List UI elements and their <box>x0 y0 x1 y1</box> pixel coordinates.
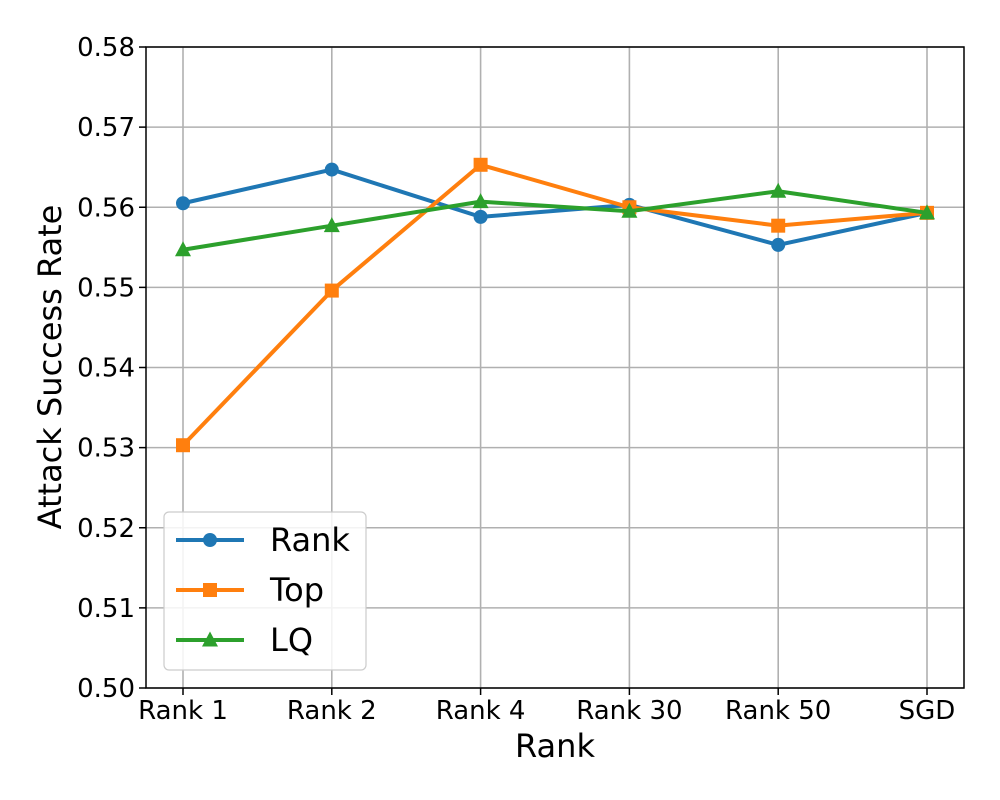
y-axis-label: Attack Success Rate <box>31 205 69 530</box>
y-tick-label: 0.54 <box>77 354 135 384</box>
legend-marker <box>202 631 218 647</box>
y-tick-label: 0.50 <box>77 674 135 704</box>
series-line <box>182 167 928 247</box>
x-tick-label: Rank 30 <box>576 696 682 726</box>
series-top <box>176 157 934 453</box>
y-tick-label: 0.51 <box>77 594 135 624</box>
y-tick-label: 0.52 <box>77 514 135 544</box>
data-point <box>175 241 191 257</box>
data-point <box>771 218 786 233</box>
data-point <box>472 193 489 209</box>
y-tick-label: 0.53 <box>77 434 135 464</box>
x-tick-label: Rank 2 <box>287 696 377 726</box>
legend-label: Rank <box>270 521 350 559</box>
legend-item: LQ <box>176 621 313 659</box>
legend: Rank Top LQ <box>163 511 367 671</box>
x-tick-label: SGD <box>899 696 956 726</box>
data-point <box>324 162 339 177</box>
series-line <box>181 162 928 447</box>
grid <box>146 46 964 689</box>
series-layer <box>175 157 935 453</box>
data-point <box>473 157 488 172</box>
series-lq <box>175 182 935 257</box>
data-point <box>919 204 935 220</box>
data-point <box>770 182 787 198</box>
data-point <box>176 438 190 453</box>
legend-label: Top <box>269 571 324 609</box>
x-axis-label: Rank <box>515 727 595 765</box>
data-point <box>323 217 340 233</box>
y-tick-label: 0.57 <box>77 113 135 143</box>
legend-label: LQ <box>270 621 313 659</box>
legend-box <box>163 511 367 671</box>
data-point <box>324 283 339 298</box>
x-tick-label: Rank 50 <box>725 696 831 726</box>
data-point <box>771 237 786 252</box>
y-tick-label: 0.58 <box>77 33 135 63</box>
y-tick-label: 0.55 <box>77 273 135 303</box>
data-point <box>621 202 638 218</box>
y-tick-label: 0.56 <box>77 193 135 223</box>
x-tick-label: Rank 4 <box>436 696 526 726</box>
x-tick-label: Rank 1 <box>138 696 228 726</box>
data-point <box>473 209 488 224</box>
legend-marker <box>203 583 217 597</box>
data-point <box>176 196 190 211</box>
legend-item: Top <box>176 571 324 609</box>
y-axis-ticks: 0.50 0.51 0.52 0.53 0.54 0.55 0.56 0.57 0.58 <box>77 33 146 704</box>
series-line <box>182 189 928 252</box>
legend-marker <box>203 533 217 547</box>
x-axis-ticks: Rank 1 Rank 2 Rank 4 Rank 30 Rank 50 SGD <box>138 688 955 726</box>
legend-item: Rank <box>176 521 350 559</box>
